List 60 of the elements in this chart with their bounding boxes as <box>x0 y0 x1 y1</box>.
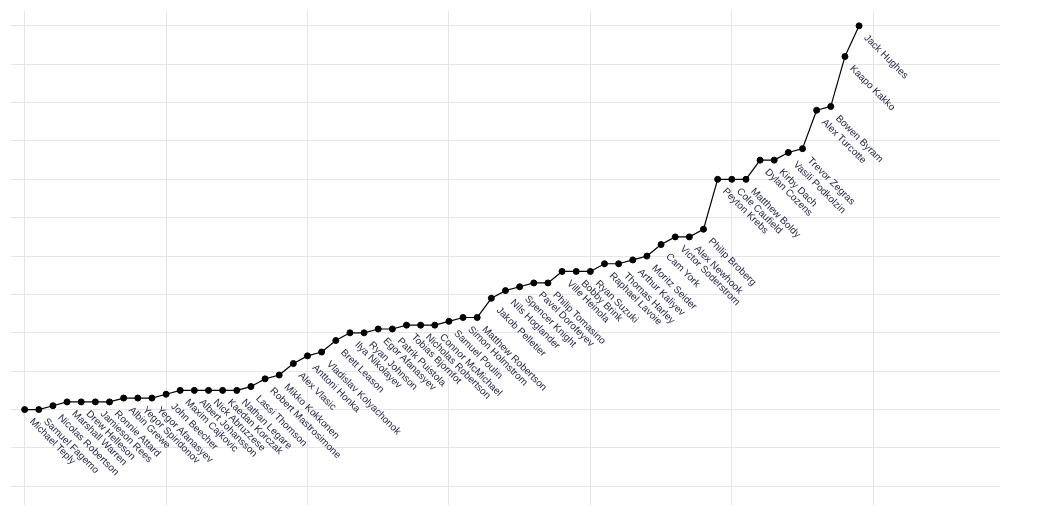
point <box>671 233 679 241</box>
point <box>205 386 212 394</box>
point <box>657 241 665 249</box>
point <box>120 394 128 402</box>
point <box>700 225 707 233</box>
point <box>685 233 693 241</box>
point <box>289 360 297 368</box>
point <box>233 386 241 394</box>
point <box>487 294 495 302</box>
point <box>275 371 283 379</box>
point <box>615 260 623 268</box>
point <box>572 267 580 275</box>
point <box>601 260 608 268</box>
point <box>530 279 538 287</box>
point <box>176 386 184 394</box>
point <box>106 398 113 406</box>
point <box>643 252 651 260</box>
point <box>346 329 354 337</box>
point <box>586 267 594 275</box>
point <box>502 287 509 295</box>
point <box>304 352 311 360</box>
point <box>417 321 425 329</box>
point <box>558 267 566 275</box>
point <box>190 386 198 394</box>
point <box>134 394 142 402</box>
point <box>21 406 29 414</box>
point <box>742 175 750 183</box>
point <box>473 313 481 321</box>
point <box>544 279 552 287</box>
point <box>261 375 269 383</box>
point <box>629 256 637 264</box>
point <box>770 156 778 164</box>
point <box>388 325 396 333</box>
point <box>841 53 849 61</box>
point <box>813 106 821 114</box>
point <box>827 102 835 110</box>
point <box>77 398 85 406</box>
point <box>148 394 156 402</box>
point <box>91 398 99 406</box>
point <box>318 348 326 356</box>
point <box>332 337 340 344</box>
point <box>374 325 382 333</box>
point <box>360 329 368 337</box>
point <box>445 317 453 325</box>
point <box>431 321 439 329</box>
point <box>219 386 227 394</box>
point <box>728 175 736 183</box>
point <box>49 402 57 410</box>
point <box>799 145 806 153</box>
point <box>784 148 792 156</box>
point <box>247 383 255 391</box>
point <box>63 398 71 406</box>
point <box>35 406 43 414</box>
point <box>162 390 170 398</box>
point <box>516 283 524 291</box>
point <box>855 22 863 30</box>
point <box>459 313 467 321</box>
point <box>756 156 764 164</box>
point <box>714 175 722 183</box>
point <box>403 321 410 329</box>
